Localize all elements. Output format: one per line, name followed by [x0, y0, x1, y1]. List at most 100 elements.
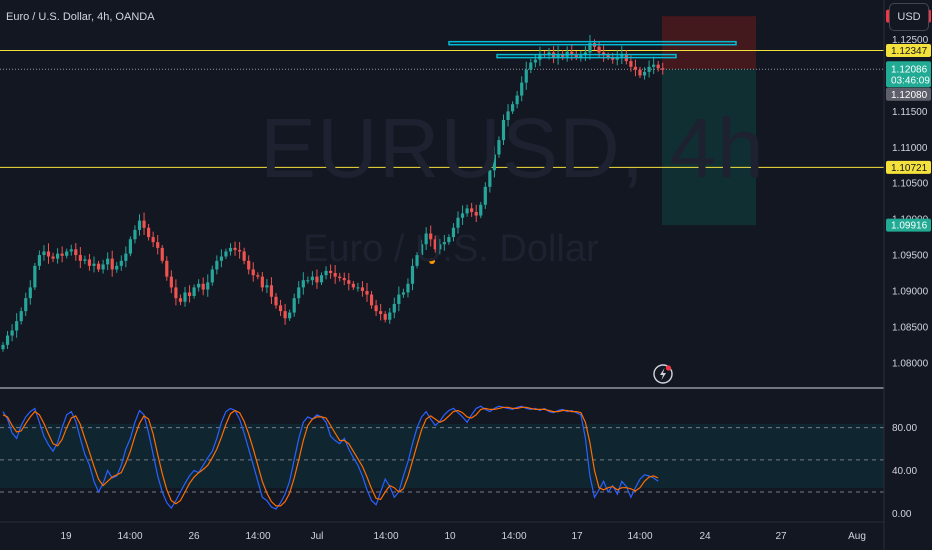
candle-body: [638, 69, 642, 76]
candle-body: [219, 256, 223, 261]
oscillator-tick-1: 40.00: [892, 466, 917, 477]
candle-body: [283, 311, 287, 319]
candle-body: [210, 269, 214, 283]
candle-body: [533, 59, 537, 63]
candle-body: [201, 283, 205, 290]
symbol-title[interactable]: Euro / U.S. Dollar, 4h, OANDA: [6, 11, 155, 23]
candle-body: [360, 287, 365, 291]
candle-body: [315, 276, 319, 283]
target-price-label-bg: [886, 218, 931, 232]
candle-body: [137, 220, 142, 230]
price-tick-5: 1.09500: [892, 251, 929, 262]
resistance-boxes: [448, 40, 737, 59]
candle-body: [642, 71, 647, 76]
candle-body: [169, 276, 173, 288]
candle-body: [238, 250, 242, 252]
time-tick-5: 14:00: [373, 531, 398, 542]
time-tick-10: 24: [699, 531, 711, 542]
candle-body: [87, 259, 92, 266]
candle-body: [574, 53, 578, 58]
candle-body: [69, 249, 73, 252]
candle-body: [260, 276, 264, 288]
candle-body: [424, 233, 428, 245]
candle-body: [579, 55, 583, 58]
candle-body: [333, 273, 337, 277]
candle-body: [151, 237, 155, 243]
candle-body: [465, 208, 469, 214]
candle-body: [433, 239, 437, 250]
candle-body: [515, 95, 519, 105]
candle-body: [379, 311, 383, 314]
candle-body: [460, 213, 465, 218]
price-tick-6: 1.09000: [892, 287, 929, 298]
candle-body: [506, 111, 510, 120]
candle-body: [597, 46, 601, 53]
candle-body: [269, 285, 274, 297]
candle-body: [78, 255, 82, 261]
candle-body: [611, 57, 615, 60]
candle-body: [278, 305, 283, 312]
time-tick-11: 27: [775, 531, 787, 542]
candle-body: [101, 264, 105, 270]
candle-body: [110, 258, 114, 270]
event-marker-icon[interactable]: [429, 258, 435, 264]
candle-body: [297, 287, 301, 299]
candle-body: [28, 287, 32, 299]
time-tick-7: 14:00: [501, 531, 526, 542]
candle-body: [647, 66, 651, 72]
time-axis[interactable]: 19 14:00 26 14:00 Jul 14:00 10 14:00 17 14:00 24 27…: [60, 531, 865, 542]
candle-body: [401, 292, 405, 295]
candle-body: [133, 229, 137, 240]
candle-body: [342, 278, 346, 281]
candle-body: [106, 258, 110, 265]
description-watermark: Euro / U.S. Dollar: [303, 228, 599, 270]
candle-body: [292, 298, 296, 313]
candle-body: [142, 220, 146, 228]
candle-body: [570, 51, 574, 54]
candle-body: [206, 282, 210, 290]
candle-body: [492, 154, 496, 171]
candle-body: [369, 294, 374, 306]
candle-body: [383, 313, 387, 320]
oscillator-axis[interactable]: 80.00 40.00 0.00: [892, 423, 917, 520]
price-tick-2: 1.11000: [892, 143, 928, 154]
candle-body: [19, 311, 23, 322]
candle-body: [115, 265, 119, 270]
currency-button[interactable]: USD: [889, 3, 929, 31]
candle-body: [474, 211, 478, 216]
candle-body: [447, 237, 451, 243]
candle-body: [37, 255, 41, 266]
candle-body: [319, 275, 324, 283]
candle-body: [479, 204, 483, 216]
candle-body: [470, 208, 474, 212]
candle-body: [406, 283, 410, 293]
axis-borders: [0, 0, 885, 550]
candle-body: [524, 69, 528, 83]
price-tick-8: 1.08000: [892, 358, 929, 369]
lower-level-label-bg: [886, 160, 931, 174]
candle-body: [324, 270, 328, 276]
candle-body: [247, 260, 251, 270]
candle-body: [5, 335, 10, 345]
current-price-label: 1.12086: [891, 64, 928, 75]
candle-body: [429, 233, 433, 240]
candle-body: [60, 253, 64, 256]
candle-body: [92, 263, 96, 266]
candle-body: [224, 251, 228, 257]
bolt-icon[interactable]: [653, 364, 673, 384]
candle-body: [242, 251, 246, 261]
candle-body: [501, 119, 506, 141]
candle-body: [233, 247, 237, 251]
candle-body: [365, 291, 369, 295]
candle-body: [629, 61, 633, 67]
candle-body: [556, 53, 560, 58]
candle-body: [420, 244, 424, 256]
candle-body: [374, 305, 378, 312]
candle-body: [652, 64, 656, 67]
time-tick-9: 14:00: [627, 531, 652, 542]
resistance-box-0: [448, 40, 737, 46]
time-tick-8: 17: [571, 531, 583, 542]
time-tick-3: 14:00: [245, 531, 270, 542]
candle-body: [329, 270, 333, 274]
